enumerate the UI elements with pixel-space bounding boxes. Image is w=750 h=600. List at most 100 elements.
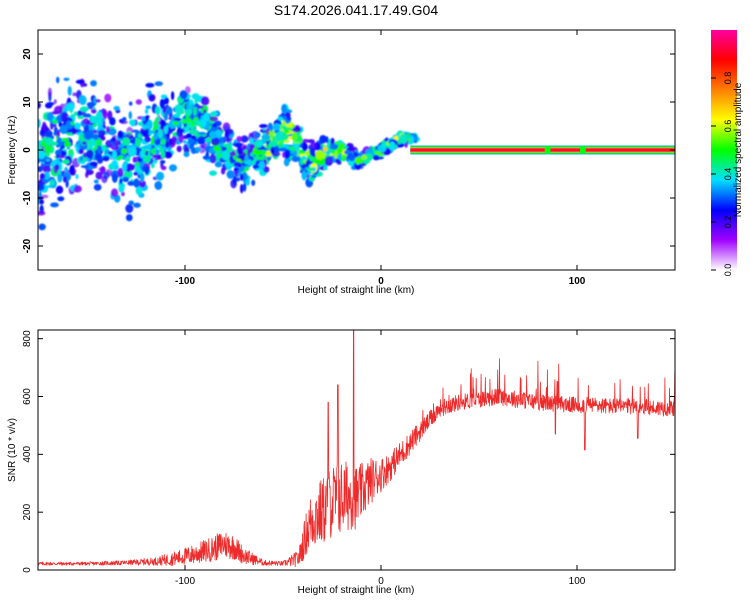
- spectrogram-cell: [89, 161, 98, 167]
- spectrogram-cell: [273, 123, 281, 133]
- spectrogram-cell: [293, 150, 298, 157]
- spectrogram-cell: [176, 145, 182, 153]
- spectrogram-cell: [323, 146, 328, 152]
- spectrogram-cell: [186, 101, 190, 111]
- spectrogram-cell: [133, 202, 141, 208]
- spectrogram-cell: [139, 150, 145, 158]
- spectrogram-cell: [79, 106, 89, 112]
- spectrogram-cell: [82, 152, 88, 158]
- spectrogram-cell: [234, 167, 239, 171]
- spectrogram-cell: [360, 155, 368, 160]
- spectrogram-cell: [51, 141, 59, 146]
- spectrogram-cell: [104, 93, 112, 103]
- spectrogram-cell: [86, 102, 96, 107]
- spectrogram-cell: [174, 104, 184, 114]
- spectrogram-cell: [128, 111, 132, 120]
- spectrogram-cell: [55, 149, 62, 156]
- y-tick-label: 200: [22, 503, 33, 520]
- spectrogram-cell: [125, 133, 132, 138]
- spectrogram-cell: [183, 151, 190, 158]
- spectrogram-cell: [91, 109, 97, 114]
- spectrogram-cell: [355, 157, 361, 165]
- spectrogram-cell: [132, 137, 136, 145]
- spectrogram-cell: [80, 165, 90, 169]
- spectrogram-cell: [126, 214, 133, 222]
- spectrogram-cell: [151, 135, 155, 146]
- spectrogram-cell: [179, 132, 183, 137]
- spectrogram-cell: [284, 149, 291, 160]
- spectrogram-cell: [222, 150, 230, 161]
- spectrogram-cell: [160, 94, 168, 99]
- spectrogram-cell: [161, 165, 167, 171]
- y-tick-label: 20: [22, 48, 33, 60]
- spectrogram-cell: [214, 129, 222, 140]
- spectrogram-cell: [106, 126, 111, 134]
- spectrogram-cell: [263, 166, 270, 173]
- spectrogram-cell: [125, 204, 134, 213]
- spectrogram-cell: [160, 160, 166, 164]
- spectrogram-cell: [227, 146, 233, 153]
- spectrogram-cell: [153, 120, 158, 130]
- spectrogram-cell: [254, 132, 261, 138]
- spectrogram-cell: [154, 181, 163, 190]
- spectrogram-cell: [132, 156, 136, 163]
- snr-x-label: Height of straight line (km): [298, 585, 415, 596]
- spectrogram-x-label: Height of straight line (km): [298, 285, 415, 296]
- spectrogram-cell: [279, 147, 287, 152]
- spectrogram-cell: [169, 164, 177, 172]
- spectrogram-cell: [239, 173, 244, 181]
- colorbar-label: Normalized spectral amplitude: [733, 82, 744, 217]
- spectrogram-cell: [232, 155, 237, 160]
- spectrogram-cell: [57, 173, 63, 183]
- spectrogram-cell: [38, 167, 41, 171]
- spectrogram-cell: [293, 133, 298, 141]
- spectrogram-cell: [97, 117, 103, 127]
- spectrogram-heatmap: [38, 76, 421, 231]
- spectrogram-cell: [95, 138, 102, 148]
- spectrogram-cell: [152, 176, 158, 181]
- x-tick-label: 100: [569, 276, 586, 287]
- spectrogram-cell: [122, 117, 127, 122]
- spectrogram-cell: [79, 156, 84, 162]
- spectrogram-cell: [161, 149, 165, 159]
- spectrogram-cell: [211, 137, 220, 146]
- spectrogram-cell: [134, 137, 141, 147]
- spectrogram-cell: [157, 129, 163, 139]
- spectrogram-cell: [372, 154, 380, 161]
- spectrogram-cell: [86, 149, 94, 159]
- spectrogram-cell: [53, 164, 59, 174]
- spectrogram-cell: [111, 188, 119, 198]
- spectrogram-cell: [186, 133, 193, 139]
- spectrogram-cell: [72, 92, 78, 97]
- spectrogram-cell: [189, 129, 198, 135]
- spectrogram-cell: [309, 147, 316, 156]
- spectrogram-cell: [188, 99, 194, 105]
- spectrogram-cell: [209, 116, 218, 122]
- spectrogram-cell: [254, 149, 263, 156]
- spectrogram-cell: [181, 118, 189, 124]
- spectrogram-cell: [121, 191, 125, 197]
- spectrogram-cell: [93, 179, 99, 184]
- spectrogram-cell: [101, 175, 108, 184]
- y-tick-label: -20: [22, 238, 33, 253]
- spectrogram-cell: [301, 170, 307, 181]
- spectrogram-cell: [64, 166, 68, 173]
- snr-frame: [37, 329, 676, 571]
- spectrogram-cell: [185, 114, 190, 120]
- spectrogram-cell: [227, 166, 232, 170]
- colorbar-tick-label: 0.8: [723, 72, 733, 85]
- colorbar-tick-label: 0.6: [723, 120, 733, 133]
- colorbar-scale: [711, 30, 737, 270]
- spectrogram-cell: [38, 150, 46, 160]
- spectrogram-cell: [251, 179, 256, 186]
- spectrogram-cell: [292, 127, 302, 133]
- spectrogram-cell: [307, 139, 315, 144]
- spectrogram-cell: [105, 168, 113, 177]
- steady-band-layer: [410, 149, 675, 151]
- spectrogram-cell: [93, 183, 102, 191]
- spectrogram-cell: [164, 151, 173, 159]
- spectrogram-cell: [50, 202, 59, 208]
- spectrogram-cell: [90, 80, 97, 87]
- spectrogram-cell: [214, 161, 223, 168]
